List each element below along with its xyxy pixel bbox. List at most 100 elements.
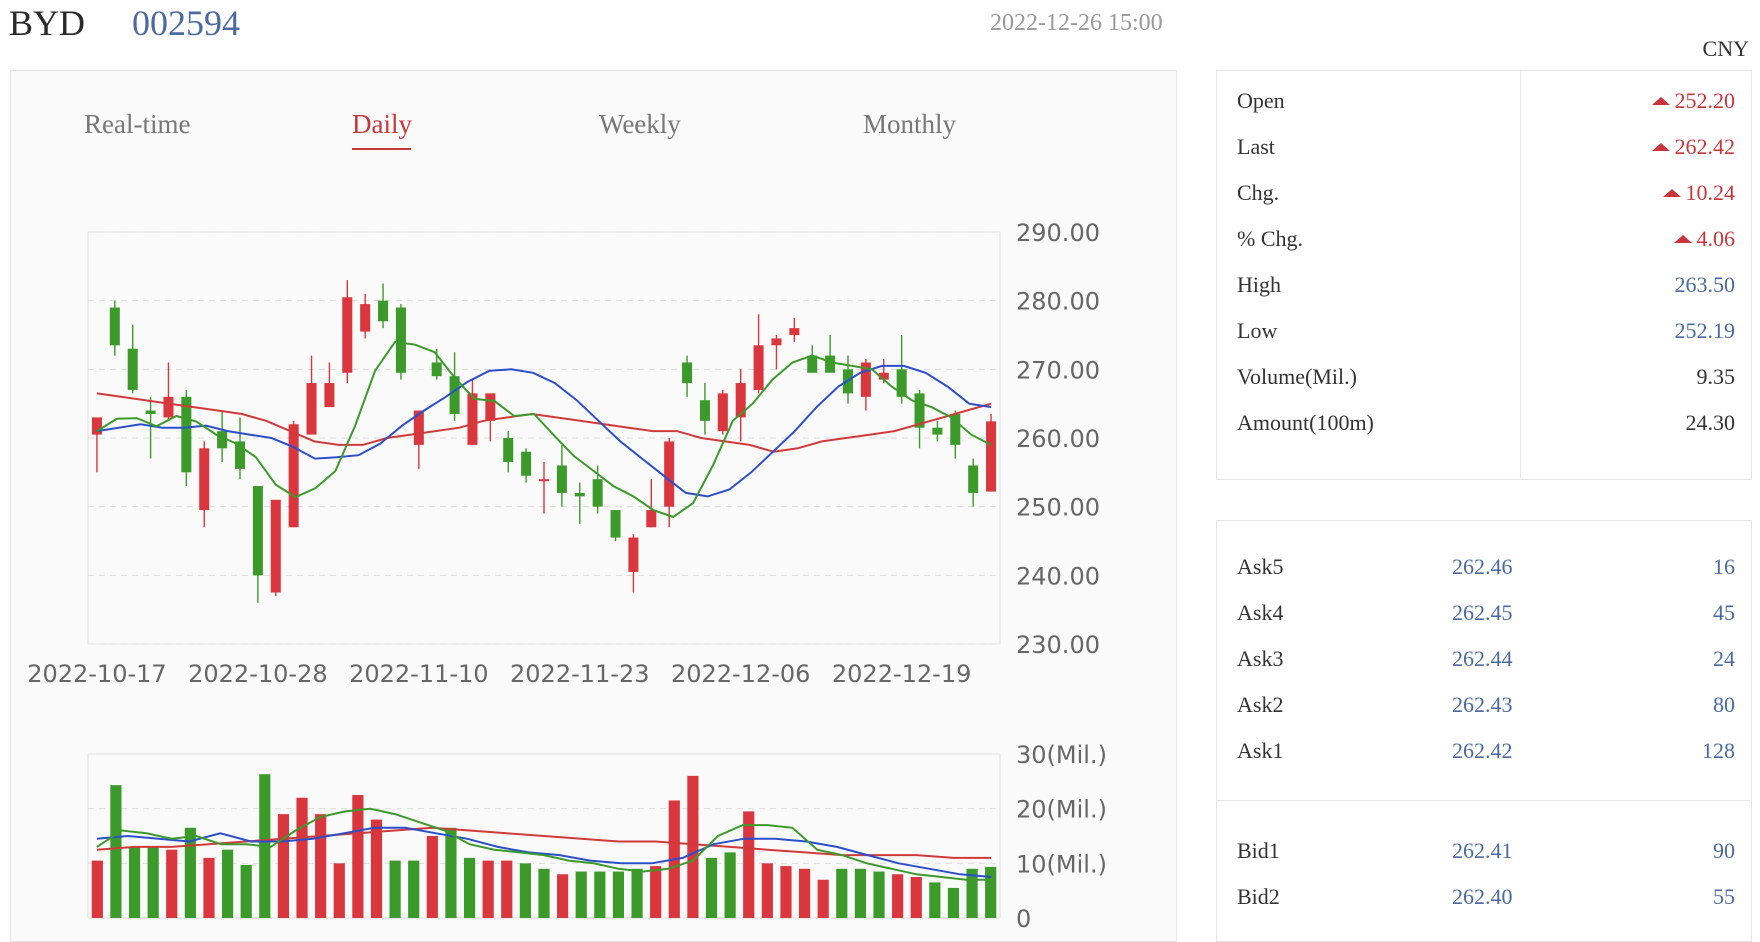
candle-body xyxy=(324,383,335,408)
quote-value: 10.24 xyxy=(1662,180,1735,206)
price-tick-label: 250.00 xyxy=(1016,494,1100,522)
price-ma-long-line xyxy=(96,392,992,453)
volume-bar xyxy=(743,811,755,918)
candle-body xyxy=(145,410,156,414)
candle-body xyxy=(556,465,567,493)
candle-body xyxy=(503,438,514,463)
volume-bar xyxy=(594,871,606,918)
volume-bar xyxy=(705,857,718,918)
ask-price: 262.43 xyxy=(1452,692,1513,717)
quote-value: 24.30 xyxy=(1685,410,1736,435)
candle-body xyxy=(413,410,424,445)
ask-label: Ask5 xyxy=(1237,554,1284,579)
volume-bar xyxy=(128,846,141,918)
candle-body xyxy=(986,421,997,492)
ask-label: Ask2 xyxy=(1237,692,1284,717)
volume-bar xyxy=(873,871,885,918)
quote-label: Open xyxy=(1237,88,1285,113)
candle-body xyxy=(735,383,746,418)
up-arrow-icon xyxy=(1662,189,1681,197)
date-tick-label: 2022-12-19 xyxy=(832,660,971,688)
candle-body xyxy=(521,451,532,476)
candle-body xyxy=(646,510,657,528)
volume-bar xyxy=(575,871,587,918)
volume-bar xyxy=(91,860,103,918)
volume-ma-mid-line xyxy=(96,826,992,878)
candle-body xyxy=(109,307,120,346)
price-tick-label: 240.00 xyxy=(1016,562,1100,590)
quote-value: 252.20 xyxy=(1651,88,1735,114)
stock-chart[interactable]: 290.00 280.00 270.00 260.00 250.00 240.00 230.… xyxy=(0,0,1180,930)
ask-price: 262.46 xyxy=(1452,554,1513,579)
price-tick-label: 290.00 xyxy=(1016,219,1100,247)
volume-bar xyxy=(352,795,364,918)
ask-label: Ask1 xyxy=(1237,738,1284,763)
candle-body xyxy=(664,441,675,507)
volume-bar xyxy=(966,868,978,918)
tab-real-time[interactable]: Real-time xyxy=(84,109,191,139)
volume-bar xyxy=(203,857,215,918)
ask-volume: 80 xyxy=(1713,692,1735,717)
candle-body xyxy=(789,328,800,335)
quote-value: 263.50 xyxy=(1674,272,1736,297)
volume-bar xyxy=(817,879,829,918)
price-ma-short-line xyxy=(96,340,992,519)
active-tab-underline xyxy=(352,148,411,150)
candle-body xyxy=(968,465,979,493)
candle-body xyxy=(217,431,228,449)
candle-body xyxy=(467,393,478,445)
date-tick-label: 2022-12-06 xyxy=(671,660,810,688)
volume-bar xyxy=(166,849,178,918)
volume-bar xyxy=(184,827,196,918)
candle-body xyxy=(878,372,889,380)
candle-body xyxy=(628,537,639,572)
volume-bar xyxy=(854,868,866,918)
price-tick-label: 280.00 xyxy=(1016,288,1100,316)
volume-bar xyxy=(240,864,252,918)
up-arrow-icon xyxy=(1673,235,1692,243)
candle-body xyxy=(932,427,943,435)
quote-value: 4.06 xyxy=(1673,226,1735,252)
candle-body xyxy=(592,479,603,507)
candle-body xyxy=(807,355,818,373)
volume-tick-label: 10(Mil.) xyxy=(1016,850,1107,878)
quote-label: Last xyxy=(1237,134,1275,159)
volume-bar xyxy=(947,887,960,918)
candle-body xyxy=(771,338,782,346)
candle-body xyxy=(234,441,246,469)
volume-bar xyxy=(910,877,922,918)
quote-label: Low xyxy=(1237,318,1278,343)
tab-daily[interactable]: Daily xyxy=(352,109,412,139)
price-tick-label: 230.00 xyxy=(1016,631,1100,659)
volume-bar xyxy=(836,868,848,918)
volume-bar xyxy=(482,860,494,918)
ask-price: 262.42 xyxy=(1452,738,1513,763)
tab-weekly[interactable]: Weekly xyxy=(599,109,681,139)
ask-volume: 24 xyxy=(1713,646,1735,671)
tab-monthly[interactable]: Monthly xyxy=(863,109,957,139)
volume-bar xyxy=(389,860,401,918)
candle-body xyxy=(449,376,460,414)
candle-body xyxy=(574,492,585,497)
candle-body xyxy=(181,396,192,473)
ask-volume: 16 xyxy=(1713,554,1735,579)
bid-label: Bid2 xyxy=(1237,884,1280,909)
candle-body xyxy=(914,393,925,428)
candle-body xyxy=(431,362,442,377)
bid-volume: 90 xyxy=(1713,838,1735,863)
volume-bar xyxy=(296,797,308,918)
volume-tick-label: 0 xyxy=(1016,905,1031,930)
candle-body xyxy=(753,345,764,390)
currency-label: CNY xyxy=(1702,36,1749,61)
quote-value: 9.35 xyxy=(1696,364,1736,389)
volume-bar xyxy=(780,866,792,918)
volume-ma-short-line xyxy=(96,807,992,881)
up-arrow-icon xyxy=(1651,143,1670,151)
volume-bar xyxy=(724,852,736,918)
candle-body xyxy=(485,393,496,421)
volume-bar xyxy=(445,827,457,918)
volume-bar xyxy=(612,871,625,918)
date-tick-label: 2022-11-10 xyxy=(349,660,488,688)
candle-body xyxy=(306,383,317,435)
order-book-separator xyxy=(1216,800,1750,801)
